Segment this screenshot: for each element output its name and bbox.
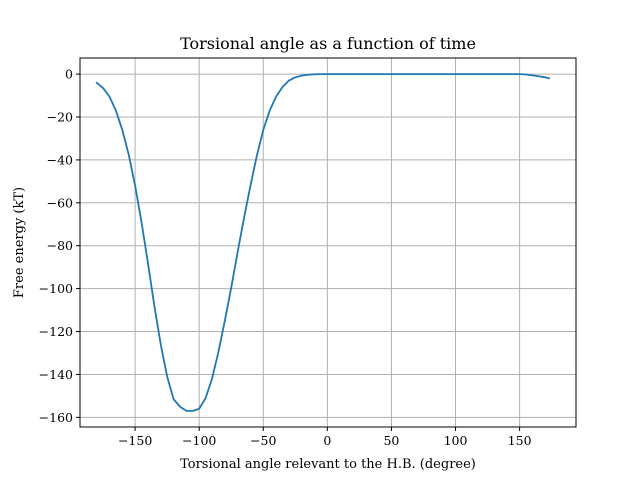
x-tick-label: 50 — [383, 433, 399, 448]
y-tick-label: −160 — [39, 410, 73, 425]
y-tick-label: 0 — [65, 67, 73, 82]
y-tick-label: −60 — [47, 195, 73, 210]
series-layer — [95, 73, 550, 412]
x-axis-label: Torsional angle relevant to the H.B. (de… — [180, 457, 476, 472]
x-tick-label: 100 — [444, 433, 468, 448]
y-tick-label: −20 — [47, 109, 73, 124]
grid — [80, 58, 576, 427]
x-tick-label: −150 — [118, 433, 152, 448]
x-tick-label: −50 — [250, 433, 276, 448]
x-tick-label: −100 — [182, 433, 216, 448]
y-axis-label: Free energy (kT) — [12, 187, 27, 298]
y-tick-label: −100 — [39, 281, 73, 296]
y-tick-label: −140 — [39, 367, 73, 382]
chart-title: Torsional angle as a function of time — [180, 34, 476, 53]
y-tick-label: −80 — [47, 238, 73, 253]
x-tick-label: 0 — [323, 433, 331, 448]
y-tick-label: −120 — [39, 324, 73, 339]
x-tick-label: 150 — [508, 433, 532, 448]
y-tick-label: −40 — [47, 152, 73, 167]
free-energy-line — [95, 73, 550, 412]
plot-frame — [79, 57, 577, 428]
ticks: −150 −100 −50 0 50 100 150 0 −20 −40 −60 −80 −100 −12… — [39, 67, 532, 448]
